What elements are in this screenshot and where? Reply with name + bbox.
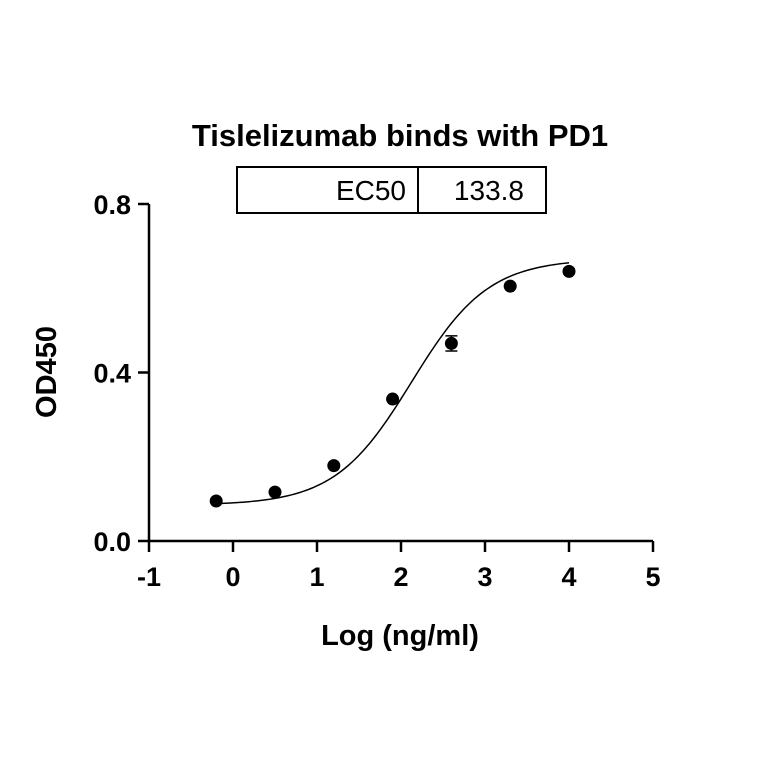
ec50-table: EC50 133.8 [236, 166, 547, 214]
data-point [327, 459, 341, 473]
y-tick-label: 0.0 [93, 527, 131, 557]
data-point [209, 494, 223, 508]
x-tick-label: 1 [309, 562, 324, 592]
y-tick-label: 0.8 [93, 190, 131, 220]
x-tick-label: -1 [137, 562, 161, 592]
ec50-value: 133.8 [454, 175, 524, 206]
x-tick-label: 3 [477, 562, 492, 592]
data-points [209, 264, 576, 508]
y-axis-label: OD450 [31, 326, 63, 418]
x-tick-label: 4 [561, 562, 576, 592]
ec50-label: EC50 [336, 175, 406, 206]
x-tick-label: 0 [225, 562, 240, 592]
x-tick-label: 2 [393, 562, 408, 592]
y-axis: 0.0 0.4 0.8 [93, 190, 151, 557]
x-axis: -1 0 1 2 3 4 5 [137, 539, 661, 592]
ec50-table-border [236, 166, 547, 214]
data-point [444, 336, 458, 350]
data-point [268, 485, 282, 499]
fit-curve [216, 262, 570, 505]
x-axis-label: Log (ng/ml) [321, 620, 479, 652]
x-tick-label: 5 [645, 562, 660, 592]
chart-title: Tislelizumab binds with PD1 [192, 118, 608, 153]
data-point [562, 264, 576, 278]
y-tick-label: 0.4 [93, 359, 131, 389]
data-point [503, 279, 517, 293]
data-point [386, 392, 400, 406]
